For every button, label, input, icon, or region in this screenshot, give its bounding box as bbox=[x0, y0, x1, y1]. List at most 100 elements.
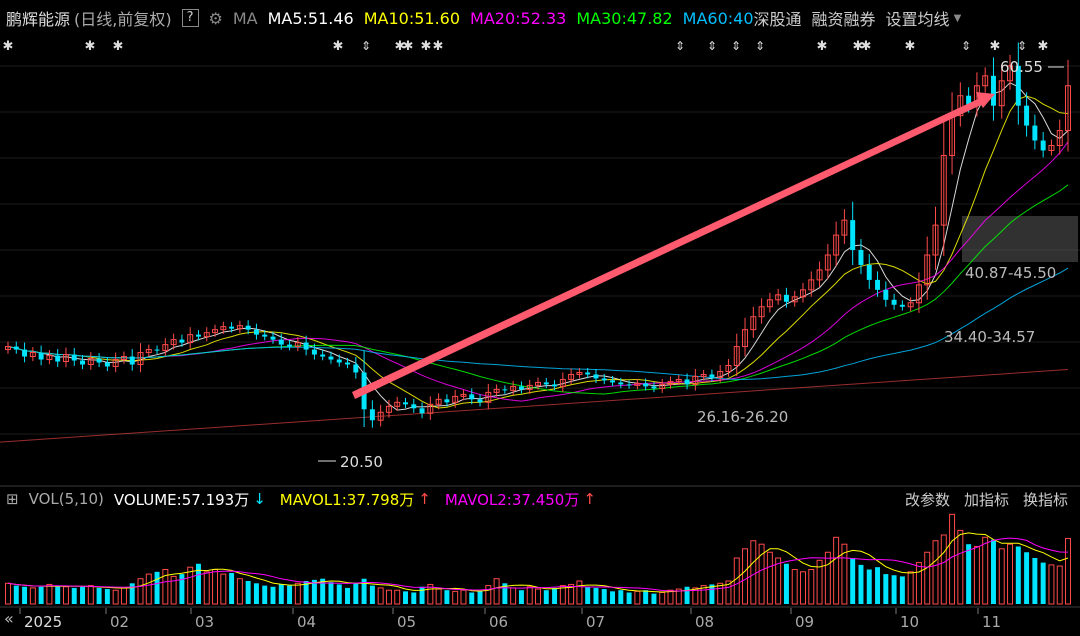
ma-long-line bbox=[0, 368, 1069, 443]
volume-bar bbox=[610, 591, 616, 604]
volume-bar bbox=[990, 539, 996, 604]
candle-body bbox=[816, 269, 823, 281]
event-marker-icon: ✱ bbox=[395, 39, 406, 54]
volume-bar bbox=[957, 529, 964, 605]
volume-bar bbox=[883, 574, 889, 604]
volume-bar bbox=[568, 583, 575, 605]
volume-bar bbox=[924, 551, 931, 605]
event-markers: ✱ ✱ ✱ ✱ ✱✱ ✱ ✱ ✱ ✱✱ ✱ ✱ ✱⇕ ⇕ ⇕ ⇕ ⇕ ⇕ ⇕ bbox=[3, 39, 1049, 54]
chart-mode[interactable]: (日线,前复权) bbox=[74, 10, 172, 29]
volume-bar bbox=[733, 557, 740, 605]
candle-body bbox=[634, 382, 641, 386]
volume-bar bbox=[949, 513, 956, 605]
high-label: 60.55 bbox=[1000, 58, 1043, 76]
arrow-up-icon: ↑ bbox=[583, 490, 596, 508]
volume-ma-line bbox=[7, 537, 1069, 592]
help-button[interactable]: ? bbox=[181, 9, 199, 27]
volume-bar bbox=[129, 583, 135, 604]
ma-settings-button[interactable]: 设置均线 bbox=[885, 10, 950, 29]
volume-bar bbox=[369, 585, 375, 604]
candle-body bbox=[742, 329, 749, 348]
candle-body bbox=[966, 95, 972, 106]
volume-bar bbox=[377, 587, 384, 605]
candle-body bbox=[924, 254, 931, 286]
volume-bar bbox=[543, 590, 549, 604]
volume-toggle[interactable]: ⊞ bbox=[6, 490, 19, 508]
candle-body bbox=[940, 154, 947, 226]
candle-body bbox=[403, 402, 408, 405]
volume-bar bbox=[154, 571, 160, 604]
volume-bar bbox=[775, 557, 782, 605]
margin-button[interactable]: 融资融券 bbox=[811, 10, 876, 29]
volume-bar bbox=[137, 578, 144, 605]
gear-icon[interactable]: ⚙ bbox=[208, 8, 223, 28]
candle-body bbox=[1065, 85, 1071, 132]
volume-bar bbox=[585, 586, 591, 604]
volume-bar bbox=[833, 536, 840, 605]
candle-body bbox=[626, 384, 632, 386]
volume-bar bbox=[816, 559, 823, 605]
candle-body bbox=[377, 411, 384, 421]
volume-bar bbox=[907, 571, 914, 605]
ma20-value: MA20:52.33 bbox=[470, 8, 567, 28]
stock-name[interactable]: 鹏辉能源 bbox=[6, 10, 71, 29]
volume-bar bbox=[526, 586, 533, 605]
volume-bar bbox=[71, 587, 77, 604]
volume-bar bbox=[966, 544, 972, 604]
candle-body bbox=[858, 250, 864, 265]
add-indicator-button[interactable]: 加指标 bbox=[963, 490, 1009, 509]
candle-body bbox=[120, 356, 127, 361]
volume-bar bbox=[651, 593, 657, 604]
candle-body bbox=[990, 75, 996, 106]
volume-bar bbox=[411, 592, 417, 604]
candle-body bbox=[419, 408, 425, 414]
candle-body bbox=[427, 403, 434, 414]
candle-body bbox=[170, 339, 177, 346]
candle-body bbox=[195, 334, 201, 337]
event-marker-icon: ✱ bbox=[421, 39, 432, 54]
volume-bar bbox=[361, 578, 367, 604]
volume-bar bbox=[692, 587, 699, 605]
volume-bar bbox=[634, 590, 641, 605]
volume-bar bbox=[510, 587, 517, 605]
chevron-down-icon[interactable]: ▼ bbox=[953, 12, 962, 24]
candle-body bbox=[1056, 130, 1063, 146]
candle-body bbox=[55, 355, 61, 362]
candle-body bbox=[552, 384, 558, 387]
ma10-value: MA10:51.60 bbox=[363, 8, 461, 28]
volume-bar bbox=[576, 580, 583, 605]
candle-body bbox=[585, 372, 591, 375]
month-label-2025: 2025 bbox=[24, 613, 62, 631]
month-label-05: 05 bbox=[397, 613, 416, 631]
volume-ma-line bbox=[7, 532, 1069, 593]
ma20-line bbox=[7, 141, 1069, 402]
volume-bar bbox=[212, 569, 219, 605]
month-label-09: 09 bbox=[795, 613, 814, 631]
candle-body bbox=[651, 386, 657, 389]
candle-body bbox=[576, 371, 583, 375]
candle-body bbox=[850, 220, 856, 251]
range2-label: 34.40-34.57 bbox=[944, 328, 1035, 346]
volume-ma-lines bbox=[7, 532, 1069, 593]
candle-body bbox=[345, 362, 351, 365]
volume-bar bbox=[866, 569, 872, 604]
candle-body bbox=[526, 384, 533, 390]
candle-body bbox=[700, 373, 707, 377]
edit-params-button[interactable]: 改参数 bbox=[904, 490, 950, 509]
candle-body bbox=[982, 75, 989, 87]
hk-connect-button[interactable]: 深股通 bbox=[753, 10, 802, 29]
candle-body bbox=[610, 380, 616, 383]
volume-bar bbox=[345, 587, 351, 604]
candle-body bbox=[559, 378, 566, 387]
event-marker-icon: ✱ bbox=[817, 39, 828, 54]
switch-indicator-button[interactable]: 换指标 bbox=[1022, 490, 1068, 509]
candle-body bbox=[262, 334, 268, 337]
event-marker-icon: ⇕ bbox=[755, 39, 765, 53]
volume-bar bbox=[667, 589, 674, 605]
scroll-left-button[interactable]: « bbox=[4, 609, 14, 628]
candle-body bbox=[5, 346, 11, 351]
event-marker-icon: ✱ bbox=[905, 39, 916, 54]
ma-label: MA bbox=[232, 8, 258, 28]
candle-body bbox=[287, 344, 293, 347]
